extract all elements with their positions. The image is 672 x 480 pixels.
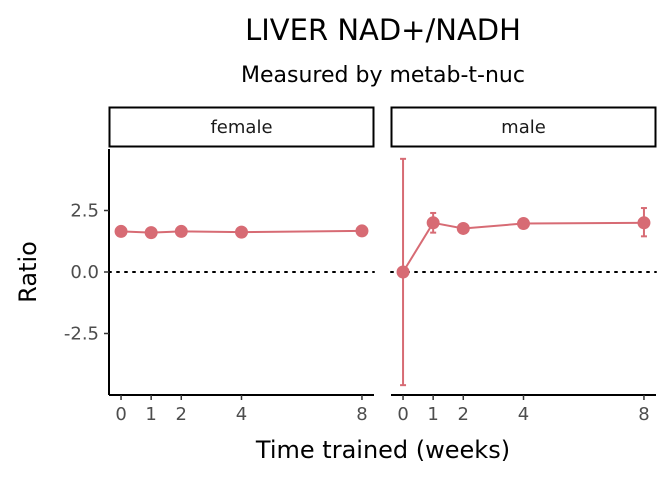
data-point — [426, 216, 440, 230]
x-tick-label: 8 — [356, 404, 367, 425]
strip-male — [390, 106, 657, 148]
x-tick-label: 1 — [145, 404, 156, 425]
data-point — [396, 265, 410, 279]
series-line-male — [402, 221, 644, 273]
x-tick-label: 4 — [236, 404, 247, 425]
panel-male: male 0 1 2 4 8 — [390, 106, 657, 425]
data-point — [637, 216, 651, 230]
x-tick-label: 8 — [638, 404, 649, 425]
strip-label-male: male — [501, 117, 546, 138]
x-tick-label: 0 — [397, 404, 408, 425]
strip-label-female: female — [210, 117, 272, 138]
data-point — [235, 225, 248, 239]
data-point — [114, 224, 128, 238]
data-point — [355, 224, 369, 238]
x-tick-label: 2 — [458, 404, 469, 425]
data-point — [174, 224, 188, 238]
y-tick-label: 0.0 — [70, 262, 99, 283]
y-axis-title: Ratio — [14, 241, 42, 303]
chart-subtitle: Measured by metab-t-nuc — [241, 63, 525, 88]
data-point — [144, 226, 158, 240]
x-axis-title: Time trained (weeks) — [255, 436, 510, 464]
y-tick-label: 2.5 — [70, 201, 99, 222]
x-tick-label: 0 — [115, 404, 126, 425]
panel-female: female 0 1 2 4 8 -2.5 0.0 2.5 — [64, 106, 375, 425]
data-point — [517, 217, 530, 231]
chart-title: LIVER NAD+/NADH — [245, 13, 521, 47]
y-tick-label: -2.5 — [64, 324, 99, 345]
x-tick-label: 1 — [427, 404, 438, 425]
data-point — [456, 221, 470, 235]
x-tick-label: 4 — [518, 404, 529, 425]
x-tick-label: 2 — [176, 404, 187, 425]
strip-female — [108, 106, 375, 148]
